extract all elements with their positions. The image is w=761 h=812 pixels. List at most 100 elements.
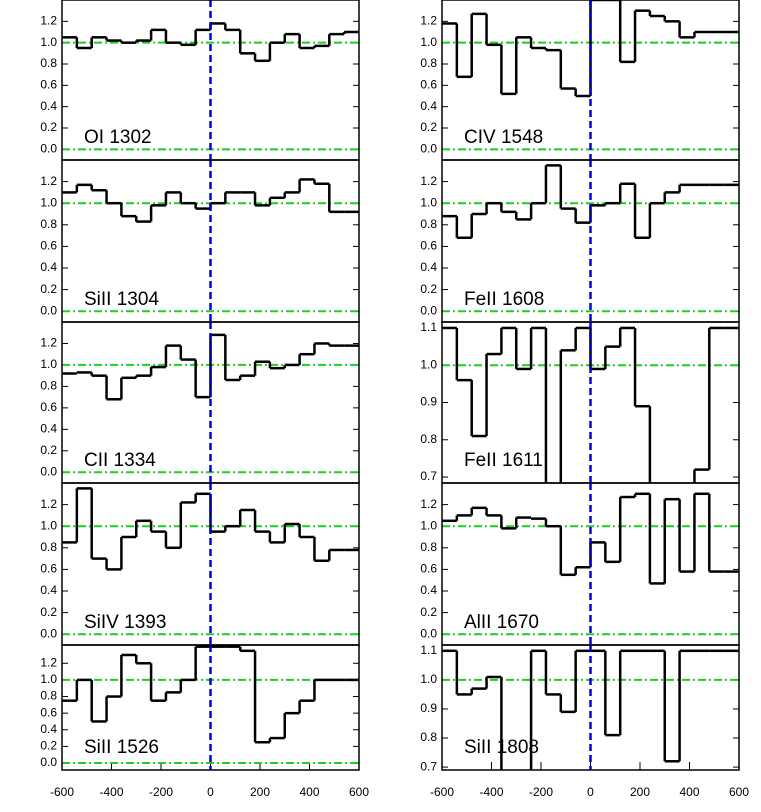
y-tick-label: 0.0 — [420, 303, 437, 317]
y-tick-label: 1.0 — [420, 518, 437, 532]
y-tick-label: 0.6 — [40, 78, 57, 92]
y-tick-label: 0.9 — [420, 395, 437, 409]
panel: 0.7 0.8 0.9 1.0 1.1 -600 -400 -200 0 200 400 600 SiI… — [420, 643, 749, 799]
y-tick-label: 1.1 — [420, 643, 437, 657]
x-tick-label: -600 — [430, 785, 454, 799]
y-tick-label: 0.0 — [40, 142, 57, 156]
panel-label: AlII 1670 — [464, 612, 539, 633]
panel-label: CII 1334 — [84, 450, 156, 471]
y-tick-label: 0.0 — [420, 626, 437, 640]
y-tick-label: 0.2 — [40, 120, 57, 134]
x-tick-label: -200 — [149, 785, 173, 799]
panel-label: SiII 1808 — [464, 737, 539, 758]
y-tick-label: 1.2 — [420, 174, 437, 188]
y-tick-label: 1.0 — [40, 357, 57, 371]
panel: 0.0 0.2 0.4 0.6 0.8 1.0 1.2 CIV 1548 — [420, 0, 740, 161]
panel: 0.0 0.2 0.4 0.6 0.8 1.0 1.2 CII 1334 — [40, 321, 360, 484]
y-tick-label: 1.0 — [40, 672, 57, 686]
y-tick-label: 0.6 — [420, 562, 437, 576]
y-tick-label: 0.6 — [420, 78, 437, 92]
y-tick-label: 0.4 — [40, 583, 57, 597]
panel-frame — [61, 644, 360, 771]
y-tick-label: 0.4 — [420, 260, 437, 274]
y-tick-label: 0.6 — [40, 239, 57, 253]
panel: 0.0 0.2 0.4 0.6 0.8 1.0 1.2 AlII 1670 — [420, 482, 740, 646]
y-tick-label: 0.2 — [40, 739, 57, 753]
y-tick-label: 0.8 — [420, 730, 437, 744]
y-tick-label: 0.0 — [40, 755, 57, 769]
y-tick-label: 0.4 — [40, 722, 57, 736]
y-tick-label: 1.0 — [420, 357, 437, 371]
panel: 0.0 0.2 0.4 0.6 0.8 1.0 1.2 SiIV 1393 — [40, 482, 360, 646]
x-tick-label: -200 — [529, 785, 553, 799]
y-tick-label: 0.0 — [40, 464, 57, 478]
y-tick-label: 0.6 — [40, 705, 57, 719]
y-tick-label: 0.6 — [420, 239, 437, 253]
y-tick-label: 1.0 — [40, 195, 57, 209]
panel: 0.0 0.2 0.4 0.6 0.8 1.0 1.2 OI 1302 — [40, 0, 360, 161]
plot-area — [62, 483, 359, 645]
panel-label: FeII 1608 — [464, 289, 544, 310]
panel-label: SiIV 1393 — [84, 612, 166, 633]
x-tick-label: 600 — [729, 785, 749, 799]
y-tick-label: 0.4 — [420, 99, 437, 113]
panel: 0.0 0.2 0.4 0.6 0.8 1.0 1.2 SiII 1304 — [40, 159, 360, 323]
plot-area — [62, 160, 359, 322]
y-tick-label: 0.2 — [40, 443, 57, 457]
plot-area — [62, 0, 359, 160]
y-tick-label: 0.6 — [40, 400, 57, 414]
plot-area — [442, 645, 739, 770]
y-tick-label: 0.7 — [420, 469, 437, 483]
panel-label: FeII 1611 — [464, 450, 543, 471]
y-tick-label: 1.0 — [40, 35, 57, 49]
panel-label: OI 1302 — [84, 127, 152, 148]
y-tick-label: 0.8 — [420, 217, 437, 231]
x-tick-label: -400 — [99, 785, 123, 799]
y-tick-label: 1.2 — [420, 497, 437, 511]
x-tick-label: 200 — [250, 785, 270, 799]
y-tick-label: 1.1 — [420, 320, 437, 334]
y-tick-label: 1.2 — [40, 14, 57, 28]
y-tick-label: 0.9 — [420, 701, 437, 715]
x-tick-label: 400 — [679, 785, 699, 799]
y-tick-label: 0.2 — [40, 282, 57, 296]
x-tick-label: 400 — [299, 785, 319, 799]
y-tick-label: 0.8 — [40, 56, 57, 70]
y-tick-label: 1.2 — [40, 336, 57, 350]
panel: 0.0 0.2 0.4 0.6 0.8 1.0 1.2 -600 -400 -200 0 200 400… — [40, 644, 369, 799]
y-tick-label: 0.0 — [420, 142, 437, 156]
panel-label: SiII 1526 — [84, 737, 159, 758]
x-tick-label: -400 — [479, 785, 503, 799]
y-tick-label: 0.8 — [40, 379, 57, 393]
y-tick-label: 0.2 — [420, 282, 437, 296]
y-tick-label: 0.8 — [420, 540, 437, 554]
x-tick-label: 0 — [587, 785, 594, 799]
y-tick-label: 1.0 — [420, 672, 437, 686]
y-tick-label: 1.2 — [40, 174, 57, 188]
y-tick-label: 0.4 — [420, 583, 437, 597]
y-tick-label: 0.0 — [40, 626, 57, 640]
plot-area — [62, 322, 359, 483]
y-tick-label: 0.8 — [420, 432, 437, 446]
y-tick-label: 1.2 — [40, 497, 57, 511]
y-tick-label: 0.6 — [40, 562, 57, 576]
y-tick-label: 1.2 — [40, 655, 57, 669]
plot-area — [442, 160, 739, 322]
y-tick-label: 0.4 — [40, 422, 57, 436]
x-tick-label: -600 — [50, 785, 74, 799]
y-tick-label: 0.8 — [40, 689, 57, 703]
y-tick-label: 1.0 — [420, 35, 437, 49]
plot-area — [62, 645, 359, 770]
panel: 0.0 0.2 0.4 0.6 0.8 1.0 1.2 FeII 1608 — [420, 159, 740, 323]
x-tick-label: 0 — [207, 785, 214, 799]
plot-area — [442, 483, 739, 645]
y-tick-label: 1.0 — [420, 195, 437, 209]
x-tick-label: 600 — [349, 785, 369, 799]
x-tick-label: 200 — [630, 785, 650, 799]
panel: 0.7 0.8 0.9 1.0 1.1 FeII 1611 — [420, 320, 740, 484]
panel-frame — [441, 644, 740, 771]
panel-label: CIV 1548 — [464, 127, 543, 148]
y-tick-label: 0.2 — [420, 605, 437, 619]
